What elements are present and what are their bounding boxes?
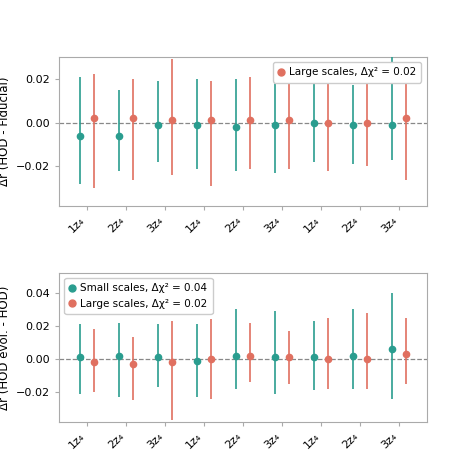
Y-axis label: Δr (HOD - Fiducial): Δr (HOD - Fiducial): [0, 77, 10, 186]
Y-axis label: Δr (HOD evol. - HOD): Δr (HOD evol. - HOD): [0, 285, 10, 410]
Legend: Large scales, Δχ² = 0.02: Large scales, Δχ² = 0.02: [273, 62, 421, 82]
Legend: Small scales, Δχ² = 0.04, Large scales, Δχ² = 0.02: Small scales, Δχ² = 0.04, Large scales, …: [64, 278, 212, 314]
